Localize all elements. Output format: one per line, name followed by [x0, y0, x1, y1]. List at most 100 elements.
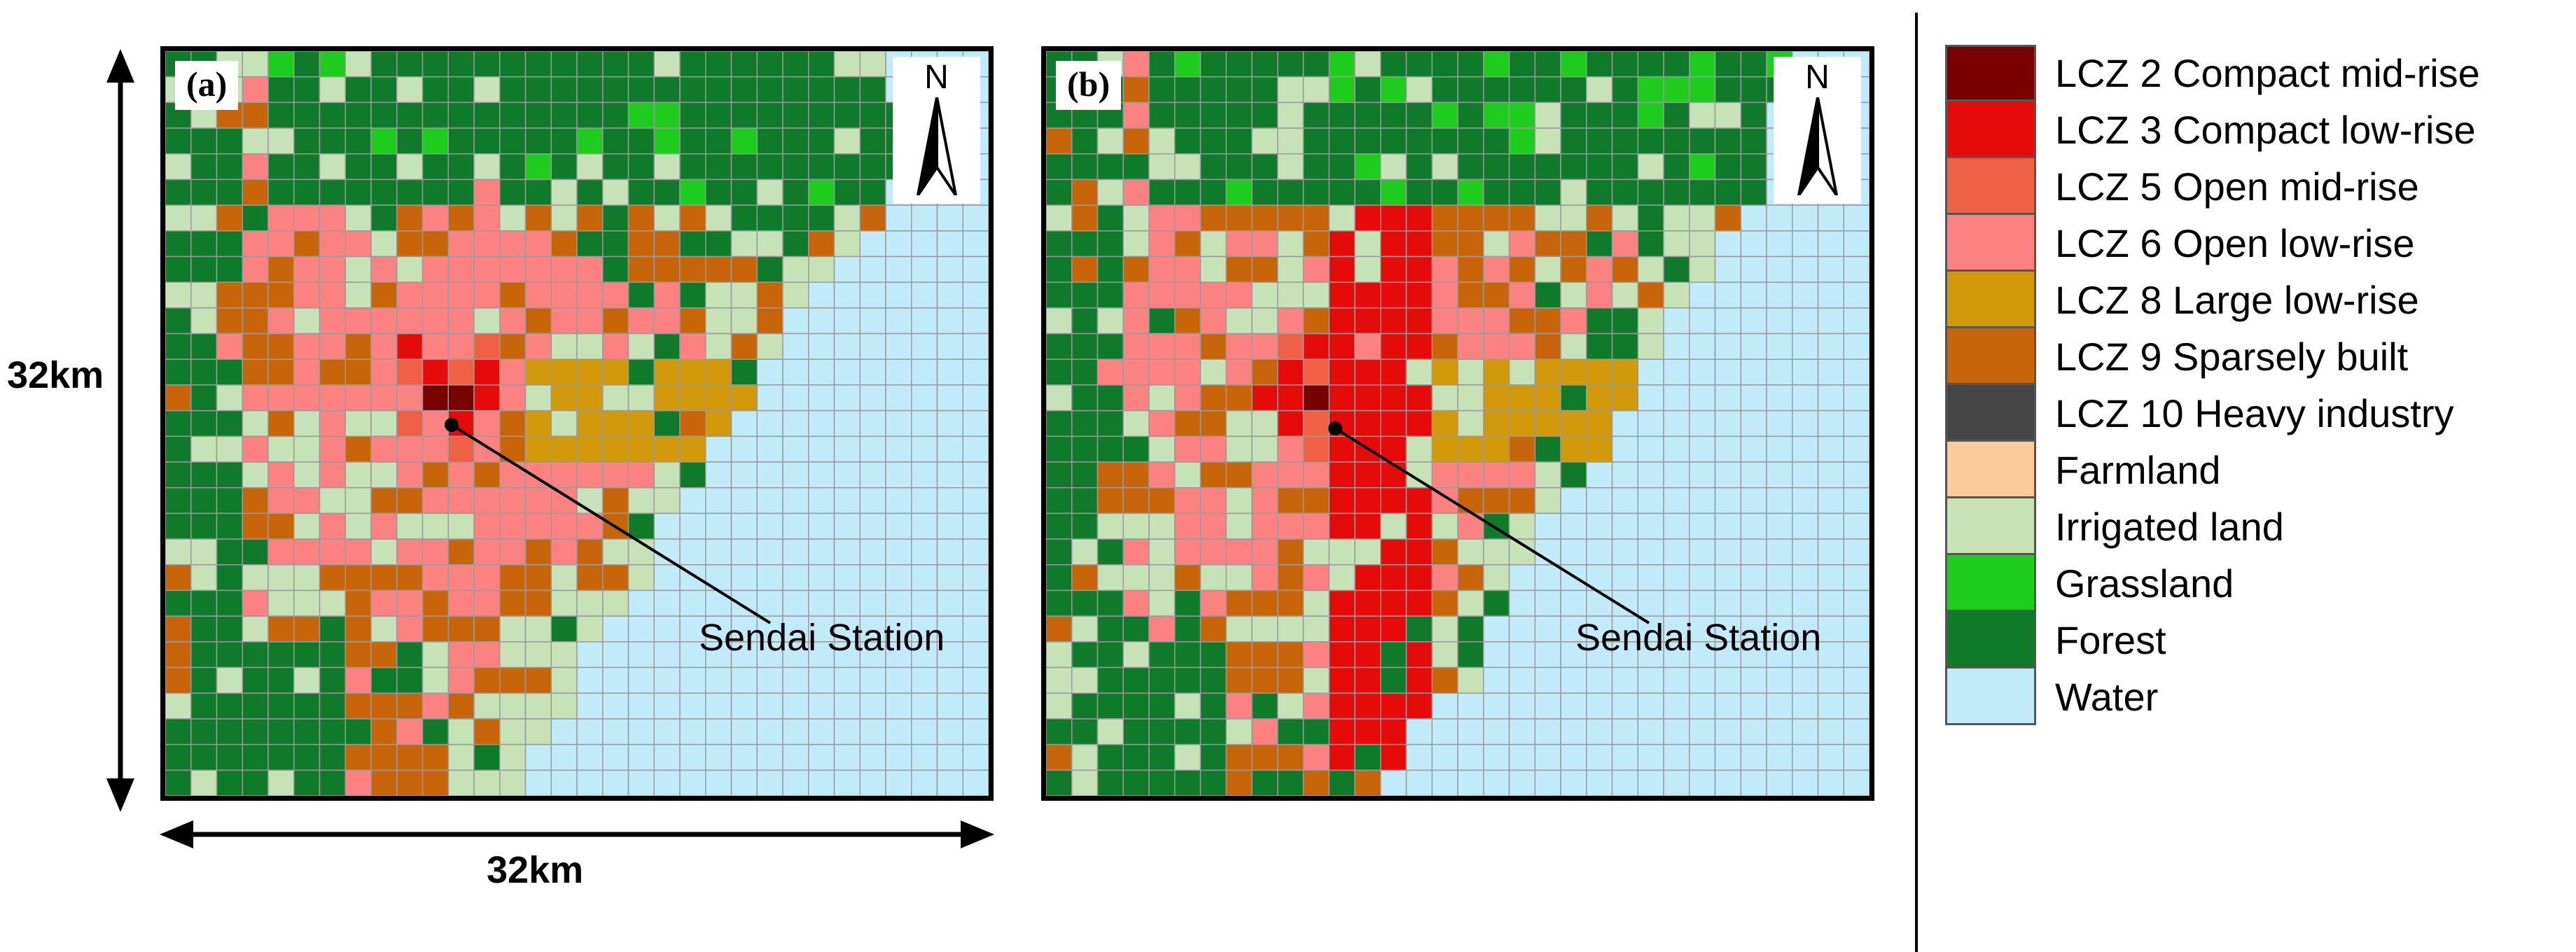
grid-cell — [216, 589, 243, 617]
grid-cell — [602, 410, 629, 438]
grid-cell — [859, 178, 886, 206]
grid-cell — [499, 51, 527, 78]
grid-cell — [602, 538, 629, 566]
grid-cell — [1148, 666, 1176, 694]
grid-cell — [1071, 230, 1099, 258]
grid-cell — [524, 255, 552, 283]
grid-cell — [1225, 127, 1253, 155]
grid-cell — [242, 461, 269, 489]
legend-swatch — [1945, 45, 2036, 102]
grid-cell — [499, 641, 527, 668]
grid-cell — [1071, 718, 1099, 746]
grid-cell — [627, 255, 655, 283]
grid-cell — [1122, 666, 1150, 694]
grid-cell — [1586, 255, 1613, 283]
grid-cell — [1740, 384, 1767, 412]
grid-cell — [833, 589, 861, 617]
grid-cell — [473, 51, 501, 78]
grid-cell — [370, 178, 398, 206]
grid-cell — [1689, 178, 1716, 206]
grid-cell — [1483, 692, 1510, 720]
grid-cell — [344, 615, 372, 643]
grid-cell — [808, 769, 835, 796]
grid-cell — [319, 589, 346, 617]
grid-cell — [1483, 769, 1510, 796]
grid-cell — [1046, 410, 1073, 438]
grid-cell — [885, 538, 912, 566]
grid-cell — [1843, 641, 1870, 668]
grid-cell — [1457, 743, 1484, 771]
grid-cell — [1148, 51, 1176, 78]
grid-cell — [396, 281, 424, 309]
grid-cell — [627, 435, 655, 463]
grid-cell — [165, 435, 192, 463]
grid-cell — [1431, 204, 1458, 232]
grid-cell — [344, 486, 372, 514]
grid-cell — [653, 281, 681, 309]
legend-swatch — [1945, 612, 2036, 668]
grid-cell — [1534, 76, 1561, 104]
grid-cell — [653, 307, 681, 335]
grid-cell — [1251, 512, 1279, 540]
grid-cell — [447, 486, 475, 514]
grid-cell — [1611, 692, 1638, 720]
grid-cell — [1483, 332, 1510, 360]
grid-cell — [1766, 410, 1793, 438]
grid-cell — [1508, 230, 1536, 258]
grid-cell — [1354, 332, 1381, 360]
grid-cell — [1251, 332, 1279, 360]
legend-label: LCZ 10 Heavy industry — [2055, 391, 2454, 435]
grid-cell — [396, 512, 424, 540]
grid-cell — [1483, 641, 1510, 668]
grid-cell — [1174, 486, 1202, 514]
grid-cell — [396, 332, 424, 360]
grid-cell — [499, 178, 527, 206]
grid-cell — [602, 641, 629, 668]
grid-cell — [653, 718, 681, 746]
grid-cell — [1328, 461, 1356, 489]
grid-cell — [550, 718, 578, 746]
grid-cell — [1689, 307, 1716, 335]
grid-cell — [1225, 307, 1253, 335]
grid-cell — [396, 358, 424, 386]
grid-cell — [1277, 486, 1304, 514]
grid-cell — [293, 153, 321, 181]
grid-cell — [524, 384, 552, 412]
grid-cell — [1740, 178, 1767, 206]
grid-cell — [190, 461, 218, 489]
grid-cell — [1766, 538, 1793, 566]
grid-cell — [1740, 332, 1767, 360]
grid-cell — [1199, 564, 1227, 592]
grid-cell — [1277, 666, 1304, 694]
grid-cell — [1405, 615, 1433, 643]
grid-cell — [1843, 204, 1870, 232]
grid-cell — [1199, 589, 1227, 617]
grid-cell — [1714, 718, 1741, 746]
grid-cell — [1740, 204, 1767, 232]
grid-cell — [1611, 281, 1638, 309]
grid-cell — [344, 410, 372, 438]
grid-cell — [447, 255, 475, 283]
grid-cell — [782, 153, 809, 181]
grid-cell — [1225, 641, 1253, 668]
grid-cell — [679, 384, 706, 412]
grid-cell — [627, 692, 655, 720]
grid-cell — [422, 76, 449, 104]
grid-cell — [1611, 461, 1638, 489]
grid-cell — [1122, 461, 1150, 489]
grid-cell — [730, 538, 758, 566]
grid-cell — [499, 718, 527, 746]
grid-cell — [911, 769, 938, 796]
grid-cell — [653, 512, 681, 540]
grid-cell — [216, 127, 243, 155]
grid-cell — [911, 230, 938, 258]
grid-cell — [705, 461, 732, 489]
grid-cell — [885, 204, 912, 232]
grid-cell — [524, 435, 552, 463]
grid-cell — [833, 51, 861, 78]
grid-cell — [885, 769, 912, 796]
grid-cell — [1405, 255, 1433, 283]
grid-cell — [1405, 641, 1433, 668]
grid-cell — [1405, 102, 1433, 129]
grid-cell — [165, 410, 192, 438]
